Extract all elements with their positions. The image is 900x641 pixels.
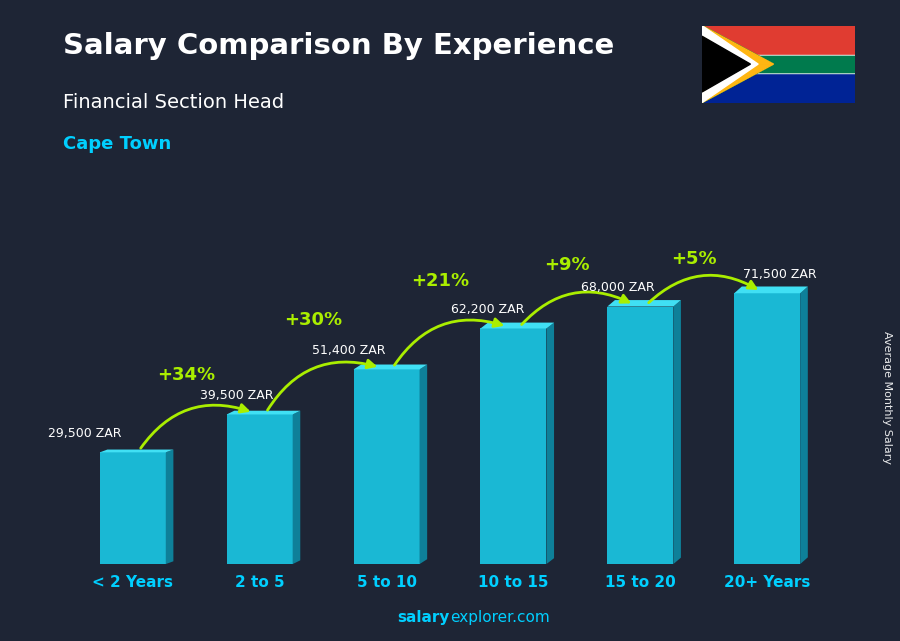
Bar — [702, 26, 855, 64]
FancyArrowPatch shape — [267, 360, 374, 410]
Polygon shape — [702, 26, 773, 103]
Polygon shape — [419, 365, 428, 564]
Text: +30%: +30% — [284, 311, 342, 329]
Text: 68,000 ZAR: 68,000 ZAR — [580, 281, 654, 294]
Polygon shape — [481, 322, 554, 328]
Text: 51,400 ZAR: 51,400 ZAR — [311, 344, 385, 357]
Text: +21%: +21% — [410, 272, 469, 290]
Polygon shape — [734, 287, 808, 294]
Polygon shape — [702, 64, 773, 103]
Text: explorer.com: explorer.com — [450, 610, 550, 625]
Text: Financial Section Head: Financial Section Head — [63, 93, 284, 112]
Polygon shape — [166, 449, 174, 564]
Text: 71,500 ZAR: 71,500 ZAR — [743, 268, 816, 281]
Polygon shape — [702, 36, 751, 92]
Text: Salary Comparison By Experience: Salary Comparison By Experience — [63, 32, 614, 60]
Text: 29,500 ZAR: 29,500 ZAR — [48, 427, 122, 440]
Bar — [481, 328, 546, 564]
Polygon shape — [354, 365, 427, 369]
Polygon shape — [702, 26, 758, 64]
Text: 39,500 ZAR: 39,500 ZAR — [200, 389, 274, 403]
Polygon shape — [292, 411, 301, 564]
Bar — [608, 306, 673, 564]
Polygon shape — [702, 26, 773, 64]
FancyArrowPatch shape — [140, 404, 248, 448]
FancyArrowPatch shape — [649, 275, 756, 303]
Text: 62,200 ZAR: 62,200 ZAR — [452, 303, 525, 317]
Polygon shape — [608, 300, 681, 306]
Text: salary: salary — [398, 610, 450, 625]
Text: Cape Town: Cape Town — [63, 135, 171, 153]
Bar — [227, 415, 292, 564]
Bar — [734, 294, 800, 564]
Bar — [354, 369, 419, 564]
Polygon shape — [702, 64, 758, 103]
Polygon shape — [100, 449, 174, 453]
Text: +9%: +9% — [544, 256, 590, 274]
Polygon shape — [702, 64, 773, 103]
Polygon shape — [702, 36, 751, 92]
Polygon shape — [673, 300, 681, 564]
Polygon shape — [800, 287, 808, 564]
Polygon shape — [702, 64, 758, 103]
Polygon shape — [227, 411, 301, 415]
Polygon shape — [546, 322, 554, 564]
FancyArrowPatch shape — [522, 292, 629, 324]
Polygon shape — [702, 26, 773, 64]
Polygon shape — [702, 26, 758, 64]
Bar — [702, 64, 855, 103]
Bar — [702, 56, 855, 72]
Text: +34%: +34% — [157, 366, 215, 384]
Text: +5%: +5% — [670, 250, 716, 268]
Bar — [702, 55, 855, 73]
FancyArrowPatch shape — [394, 319, 501, 365]
Bar — [100, 453, 166, 564]
Bar — [702, 56, 855, 72]
Polygon shape — [702, 26, 773, 103]
Text: Average Monthly Salary: Average Monthly Salary — [881, 331, 892, 464]
